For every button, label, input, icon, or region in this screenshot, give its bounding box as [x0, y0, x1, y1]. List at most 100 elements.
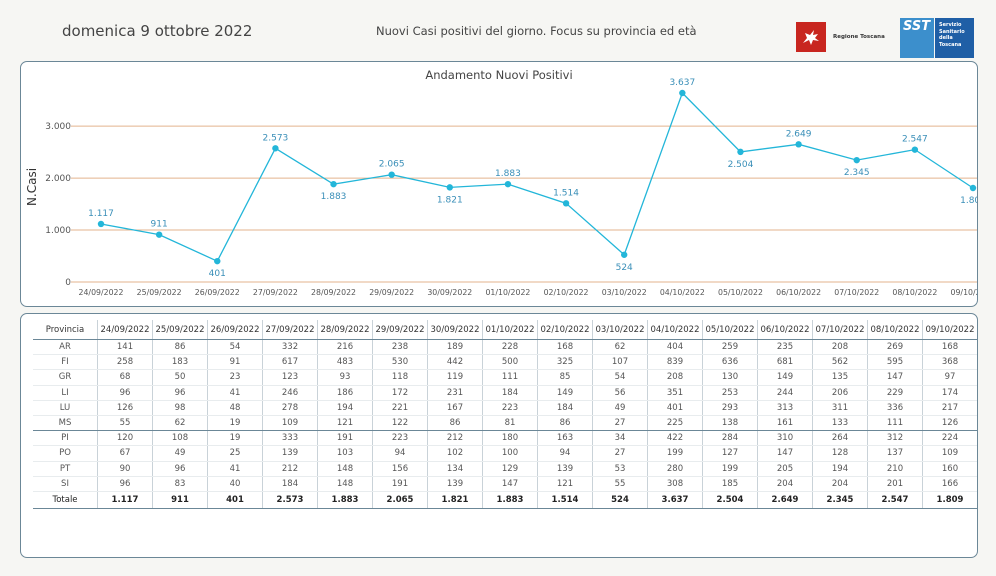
- value-cell: 183: [152, 354, 208, 371]
- regione-toscana-label: Regione Toscana: [833, 34, 885, 40]
- province-cell: PI: [33, 430, 98, 447]
- data-label: 1.883: [495, 169, 521, 179]
- value-cell: 118: [372, 369, 428, 386]
- data-label: 1.809: [960, 196, 977, 206]
- value-cell: 50: [152, 369, 208, 386]
- value-cell: 25: [207, 445, 263, 462]
- y-tick-label: 1.000: [45, 226, 71, 236]
- value-cell: 123: [262, 369, 318, 386]
- value-cell: 139: [427, 476, 483, 492]
- value-cell: 127: [702, 445, 758, 462]
- value-cell: 225: [647, 415, 703, 432]
- value-cell: 189: [427, 339, 483, 356]
- data-point: [737, 148, 744, 156]
- value-cell: 201: [867, 476, 923, 492]
- sst-mark: SST: [900, 18, 934, 58]
- table-row: PT 90 96 41 212 148 156 134 129 139 53 280 199 205 194…: [33, 461, 977, 477]
- value-cell: 278: [262, 400, 318, 416]
- value-cell: 122: [372, 415, 428, 432]
- value-cell: 126: [922, 415, 977, 432]
- province-cell: LI: [33, 385, 98, 401]
- value-cell: 284: [702, 430, 758, 447]
- province-cell: SI: [33, 476, 98, 492]
- data-point: [446, 184, 453, 191]
- data-label: 3.637: [669, 78, 695, 88]
- y-tick-label: 3.000: [45, 122, 71, 132]
- table-row: LI 96 96 41 246 186 172 231 184 149 56 351 253 244 206…: [33, 385, 977, 401]
- value-cell: 102: [427, 445, 483, 462]
- value-cell: 2.345: [812, 490, 868, 509]
- value-cell: 141: [97, 339, 153, 356]
- value-cell: 86: [427, 415, 483, 432]
- value-cell: 1.883: [482, 490, 538, 509]
- x-tick-label: 29/09/2022: [369, 288, 414, 297]
- value-cell: 172: [372, 385, 428, 401]
- value-cell: 48: [207, 400, 263, 416]
- value-cell: 191: [317, 430, 373, 447]
- column-header-date: 28/09/2022: [317, 320, 373, 340]
- report-date: domenica 9 ottobre 2022: [62, 22, 253, 40]
- value-cell: 911: [152, 490, 208, 509]
- value-cell: 67: [97, 445, 153, 462]
- column-header-date: 08/10/2022: [867, 320, 923, 340]
- value-cell: 139: [537, 461, 593, 477]
- value-cell: 336: [867, 400, 923, 416]
- column-header-date: 09/10/2022: [922, 320, 977, 340]
- data-point: [330, 180, 337, 188]
- value-cell: 126: [97, 400, 153, 416]
- column-header-date: 26/09/2022: [207, 320, 263, 340]
- value-cell: 19: [207, 415, 263, 432]
- data-point: [562, 200, 570, 207]
- value-cell: 94: [537, 445, 593, 462]
- table-row: FI 258 183 91 617 483 530 442 500 325 107 839 636 681…: [33, 354, 977, 371]
- value-cell: 161: [757, 415, 813, 432]
- value-cell: 68: [97, 369, 153, 386]
- value-cell: 333: [262, 430, 318, 447]
- x-tick-label: 26/09/2022: [195, 288, 240, 297]
- value-cell: 119: [427, 369, 483, 386]
- y-tick-label: 0: [65, 278, 71, 288]
- value-cell: 19: [207, 430, 263, 447]
- value-cell: 184: [262, 476, 318, 492]
- value-cell: 228: [482, 339, 538, 356]
- value-cell: 636: [702, 354, 758, 371]
- value-cell: 98: [152, 400, 208, 416]
- y-tick-label: 2.000: [45, 174, 71, 184]
- value-cell: 1.117: [97, 490, 153, 509]
- value-cell: 210: [867, 461, 923, 477]
- table-header-row: Provincia 24/09/2022 25/09/2022 26/09/2022…: [33, 320, 977, 340]
- value-cell: 235: [757, 339, 813, 356]
- x-tick-label: 28/09/2022: [311, 288, 356, 297]
- value-cell: 2.547: [867, 490, 923, 509]
- series-line: [100, 91, 974, 263]
- line-chart: 0 1.000 2.000 3.000 N.Casi 1.117 24/09/2022 911…: [25, 78, 977, 297]
- column-header-date: 25/09/2022: [152, 320, 208, 340]
- value-cell: 96: [152, 461, 208, 477]
- value-cell: 404: [647, 339, 703, 356]
- value-cell: 221: [372, 400, 428, 416]
- value-cell: 401: [647, 400, 703, 416]
- value-cell: 54: [207, 339, 263, 356]
- value-cell: 310: [757, 430, 813, 447]
- value-cell: 293: [702, 400, 758, 416]
- value-cell: 199: [647, 445, 703, 462]
- table-row: AR 141 86 54 332 216 238 189 228 168 62 404 259 235 20…: [33, 339, 977, 356]
- value-cell: 148: [317, 476, 373, 492]
- x-tick-label: 08/10/2022: [892, 288, 937, 297]
- pegasus-icon: [796, 22, 826, 52]
- value-cell: 54: [592, 369, 648, 386]
- column-header-provincia: Provincia: [33, 320, 98, 340]
- data-point: [388, 171, 395, 178]
- column-header-date: 30/09/2022: [427, 320, 483, 340]
- data-label: 2.573: [263, 133, 289, 143]
- value-cell: 223: [372, 430, 428, 447]
- province-table: Provincia 24/09/2022 25/09/2022 26/09/2022…: [33, 320, 977, 509]
- data-label: 2.065: [379, 160, 405, 170]
- province-cell: Totale: [33, 490, 98, 509]
- x-tick-label: 02/10/2022: [544, 288, 589, 297]
- value-cell: 168: [537, 339, 593, 356]
- data-label: 911: [151, 220, 168, 230]
- value-cell: 2.649: [757, 490, 813, 509]
- data-label: 1.117: [88, 209, 114, 219]
- value-cell: 184: [537, 400, 593, 416]
